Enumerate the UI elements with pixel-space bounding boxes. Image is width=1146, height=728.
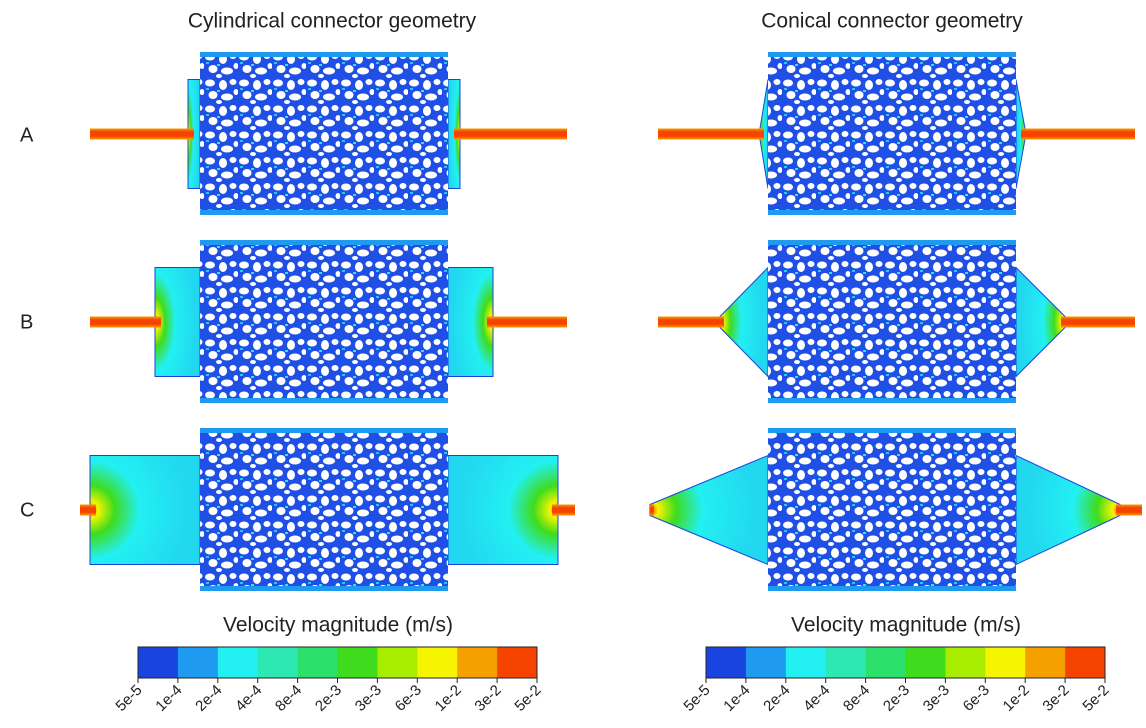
- colorbar-segment: [1025, 647, 1065, 678]
- inlet-pipe: [80, 505, 96, 516]
- panel: [658, 52, 1135, 215]
- colorbar-segment: [746, 647, 786, 678]
- colorbar-label: 5e-5: [680, 682, 713, 715]
- colorbar-label: 1e-2: [432, 682, 465, 715]
- colorbar-segment: [417, 647, 457, 678]
- colorbar-title: Velocity magnitude (m/s): [223, 614, 453, 637]
- colorbar-segment: [497, 647, 537, 678]
- colorbar-label: 2e-3: [312, 682, 345, 715]
- wall-band: [768, 586, 1016, 591]
- outlet-pipe: [1116, 505, 1142, 516]
- wall-band: [200, 210, 448, 215]
- colorbar-title: Velocity magnitude (m/s): [791, 614, 1021, 637]
- colorbar-label: 4e-4: [800, 682, 833, 715]
- colorbar-segment: [218, 647, 258, 678]
- inlet-pipe: [650, 505, 654, 516]
- porous-domain: [200, 52, 448, 215]
- colorbar-segment: [338, 647, 378, 678]
- inlet-pipe: [90, 129, 194, 140]
- colorbar-label: 8e-4: [840, 682, 873, 715]
- connector: [720, 268, 768, 377]
- panel: [658, 240, 1135, 403]
- colorbar-segment: [985, 647, 1025, 678]
- porous-domain: [200, 428, 448, 591]
- outlet-pipe: [487, 317, 567, 328]
- wall-band: [768, 398, 1016, 403]
- porous-domain: [200, 240, 448, 403]
- panel: [90, 52, 567, 215]
- wall-band: [200, 586, 448, 591]
- inlet-pipe: [658, 129, 764, 140]
- colorbar-segment: [1065, 647, 1105, 678]
- colorbar-label: 3e-3: [352, 682, 385, 715]
- panel: [80, 428, 575, 591]
- wall-band: [768, 240, 1016, 245]
- wall-band: [200, 428, 448, 433]
- colorbar-segment: [298, 647, 338, 678]
- porous-domain: [768, 52, 1016, 215]
- row-label: C: [20, 499, 34, 521]
- column-title: Conical connector geometry: [761, 10, 1023, 33]
- colorbar-segment: [178, 647, 218, 678]
- connector: [448, 268, 493, 377]
- colorbar-segment: [826, 647, 866, 678]
- wall-band: [200, 398, 448, 403]
- colorbar-segment: [258, 647, 298, 678]
- outlet-pipe: [1061, 317, 1135, 328]
- row-label: B: [20, 311, 33, 333]
- colorbar-segment: [786, 647, 826, 678]
- outlet-pipe: [454, 129, 567, 140]
- colorbar-label: 2e-4: [760, 682, 793, 715]
- colorbar-label: 5e-2: [1079, 682, 1112, 715]
- colorbar-segment: [377, 647, 417, 678]
- colorbar-label: 2e-3: [880, 682, 913, 715]
- colorbar-label: 2e-4: [192, 682, 225, 715]
- outlet-pipe: [1021, 129, 1135, 140]
- colorbar-label: 1e-4: [152, 682, 185, 715]
- colorbar-segment: [906, 647, 946, 678]
- inlet-pipe: [90, 317, 161, 328]
- colorbar-label: 6e-3: [392, 682, 425, 715]
- connector: [1016, 268, 1065, 377]
- connector: [155, 268, 200, 377]
- colorbar-segment: [866, 647, 906, 678]
- connector: [448, 456, 558, 565]
- wall-band: [768, 210, 1016, 215]
- colorbar-segment: [706, 647, 746, 678]
- wall-band: [768, 52, 1016, 57]
- colorbar-segment: [945, 647, 985, 678]
- colorbar-label: 3e-2: [471, 682, 504, 715]
- colorbar-label: 6e-3: [960, 682, 993, 715]
- colorbar-label: 1e-2: [1000, 682, 1033, 715]
- colorbar-segment: [138, 647, 178, 678]
- inlet-pipe: [658, 317, 724, 328]
- panel: [650, 428, 1142, 591]
- connector: [650, 456, 768, 565]
- colorbar-label: 3e-2: [1039, 682, 1072, 715]
- connector: [1016, 456, 1120, 565]
- porous-domain: [768, 428, 1016, 591]
- wall-band: [768, 428, 1016, 433]
- row-label: A: [20, 124, 34, 146]
- wall-band: [200, 52, 448, 57]
- figure: Cylindrical connector geometry Conical c…: [0, 0, 1146, 728]
- connector: [90, 456, 200, 565]
- wall-band: [200, 240, 448, 245]
- column-title: Cylindrical connector geometry: [188, 10, 477, 33]
- colorbar-label: 1e-4: [720, 682, 753, 715]
- colorbar-label: 5e-5: [112, 682, 145, 715]
- porous-domain: [768, 240, 1016, 403]
- colorbar-label: 8e-4: [272, 682, 305, 715]
- colorbar-label: 3e-3: [920, 682, 953, 715]
- outlet-pipe: [552, 505, 575, 516]
- colorbar-label: 4e-4: [232, 682, 265, 715]
- panel: [90, 240, 567, 403]
- colorbar-segment: [457, 647, 497, 678]
- colorbar-label: 5e-2: [511, 682, 544, 715]
